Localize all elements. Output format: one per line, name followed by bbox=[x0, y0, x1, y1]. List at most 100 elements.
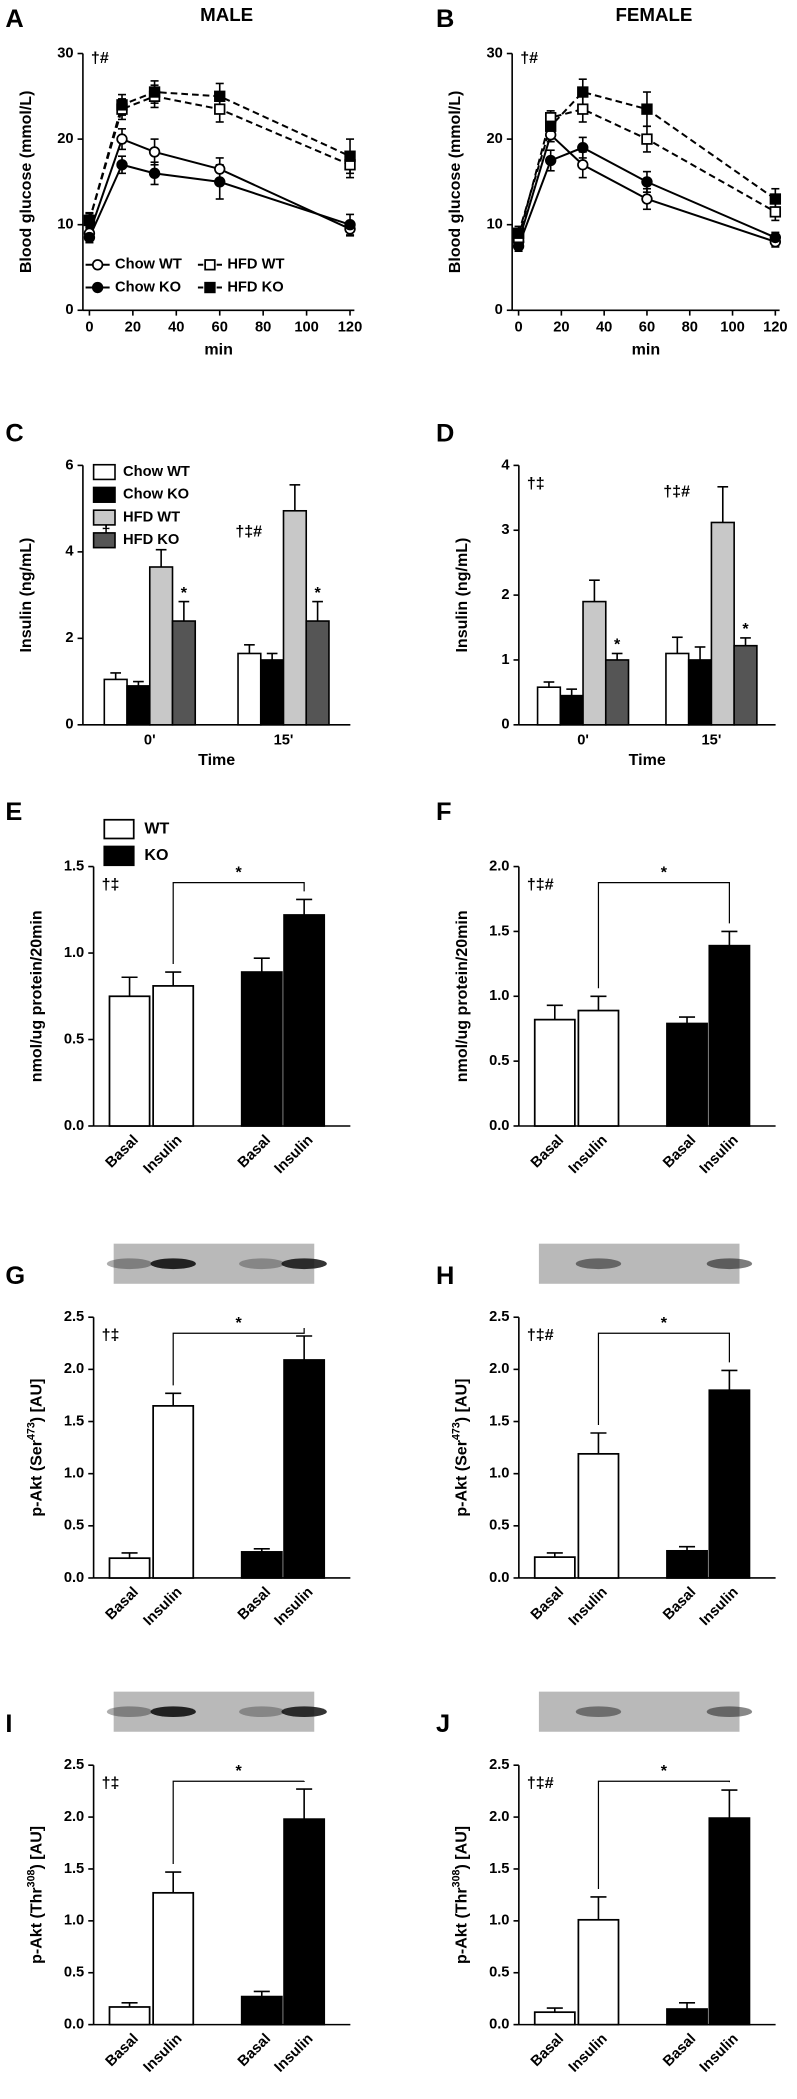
legend-label: KO bbox=[144, 846, 168, 864]
marker bbox=[116, 159, 128, 171]
legend-item: KO bbox=[103, 845, 168, 867]
error-bar bbox=[679, 2002, 696, 2010]
legend-label: HFD WT bbox=[227, 257, 284, 273]
legend-label: HFD WT bbox=[123, 509, 180, 525]
x-tick-label: Insulin bbox=[141, 1132, 186, 1177]
x-tick-label: Insulin bbox=[272, 1584, 317, 1629]
marker bbox=[116, 133, 128, 145]
legend-item: WT bbox=[103, 818, 170, 840]
x-tick-label: Insulin bbox=[272, 1132, 317, 1177]
marker bbox=[641, 193, 653, 205]
x-tick-label: Insulin bbox=[566, 1132, 611, 1177]
significance-mark: * bbox=[236, 1762, 243, 1780]
y-axis-label-part: ) [AU] bbox=[28, 1379, 46, 1423]
legend-label: HFD KO bbox=[227, 279, 283, 295]
x-tick-label: Basal bbox=[528, 2031, 567, 2070]
bar bbox=[708, 1817, 751, 2026]
error-bar bbox=[679, 1016, 696, 1024]
error-bar bbox=[253, 1547, 270, 1552]
x-tick-label: 60 bbox=[212, 320, 228, 336]
bar bbox=[152, 1405, 195, 1579]
western-blot bbox=[113, 1243, 315, 1284]
x-tick-label: Basal bbox=[235, 1584, 274, 1623]
bar bbox=[282, 509, 308, 726]
x-tick-label: 0' bbox=[577, 733, 589, 749]
y-axis-label-part: p-Akt (Ser bbox=[28, 1440, 46, 1517]
error-bar bbox=[296, 898, 313, 915]
bar bbox=[708, 944, 751, 1127]
marker bbox=[641, 176, 653, 188]
error-bar bbox=[266, 652, 278, 660]
marker bbox=[148, 146, 161, 158]
legend-item: Chow WT bbox=[85, 257, 182, 273]
bar bbox=[259, 659, 285, 726]
error-bar bbox=[546, 1004, 563, 1020]
bar bbox=[148, 566, 174, 726]
y-tick-label: 0.0 bbox=[489, 1118, 509, 1134]
y-axis-label-part: 473 bbox=[451, 1422, 463, 1440]
error-bar bbox=[296, 1788, 313, 1820]
legend-swatch bbox=[92, 532, 116, 549]
blot-band bbox=[281, 1706, 327, 1718]
x-tick-label: 60 bbox=[639, 320, 655, 336]
marker bbox=[544, 154, 557, 167]
bar bbox=[108, 1557, 151, 1579]
legend-item: Chow KO bbox=[85, 279, 181, 295]
error-bar bbox=[155, 548, 167, 567]
y-axis-label-part: p-Akt (Thr bbox=[453, 1887, 471, 1964]
bar bbox=[108, 995, 151, 1127]
y-tick-label: 10 bbox=[486, 217, 502, 233]
y-tick-label: 0 bbox=[65, 302, 73, 318]
y-axis-label: p-Akt (Thr308) [AU] bbox=[25, 1826, 45, 1964]
y-tick-label: 0.5 bbox=[489, 1053, 509, 1069]
y-axis-label-part: ) [AU] bbox=[453, 1826, 471, 1870]
y-tick-label: 2.0 bbox=[64, 1361, 84, 1377]
bar bbox=[687, 659, 713, 726]
y-tick-label: 1.0 bbox=[489, 1466, 509, 1482]
x-tick-label: Basal bbox=[660, 1584, 699, 1623]
error-bar bbox=[590, 1896, 607, 1920]
marker bbox=[116, 99, 128, 111]
marker bbox=[91, 281, 104, 294]
y-axis-label: nmol/ug protein/20min bbox=[453, 910, 471, 1082]
error-bar bbox=[244, 644, 255, 654]
x-tick-label: Insulin bbox=[697, 2031, 742, 2076]
y-tick-label: 30 bbox=[486, 45, 502, 61]
x-tick-label: 80 bbox=[255, 320, 271, 336]
panel-letter: I bbox=[5, 1710, 12, 1738]
y-tick-label: 30 bbox=[57, 45, 73, 61]
x-tick-label: 0 bbox=[514, 320, 522, 336]
y-tick-label: 2.5 bbox=[489, 1309, 509, 1325]
legend-item: Chow KO bbox=[92, 486, 189, 503]
legend-swatch bbox=[103, 845, 135, 867]
y-tick-label: 2.5 bbox=[64, 1757, 84, 1773]
significance-mark: * bbox=[181, 584, 188, 602]
blot-band bbox=[706, 1706, 753, 1718]
y-tick-label: 1.5 bbox=[64, 1413, 84, 1429]
y-tick-label: 1.0 bbox=[64, 945, 84, 961]
y-tick-label: 0 bbox=[65, 717, 73, 733]
bar bbox=[577, 1918, 620, 2026]
x-axis-label: Time bbox=[198, 751, 235, 769]
bar bbox=[533, 2011, 576, 2026]
y-axis-label-part: 308 bbox=[25, 1869, 37, 1887]
x-tick-label: Basal bbox=[103, 1132, 142, 1171]
significance-mark: * bbox=[236, 1314, 243, 1332]
y-axis-label-part: p-Akt (Thr bbox=[28, 1887, 46, 1964]
y-tick-label: 1.0 bbox=[489, 988, 509, 1004]
x-tick-label: 20 bbox=[553, 320, 569, 336]
bar bbox=[666, 1022, 708, 1127]
marker bbox=[148, 86, 161, 98]
y-tick-label: 20 bbox=[57, 131, 73, 147]
panel-title: FEMALE bbox=[615, 4, 692, 25]
y-tick-label: 0 bbox=[501, 717, 509, 733]
error-bar bbox=[611, 652, 623, 660]
significance-mark: * bbox=[742, 620, 749, 638]
blot-band bbox=[239, 1706, 285, 1718]
significance-bracket bbox=[597, 882, 730, 989]
marker bbox=[91, 259, 104, 271]
panel-title: MALE bbox=[200, 4, 253, 25]
bar bbox=[708, 1389, 751, 1579]
x-tick-label: 120 bbox=[338, 320, 363, 336]
